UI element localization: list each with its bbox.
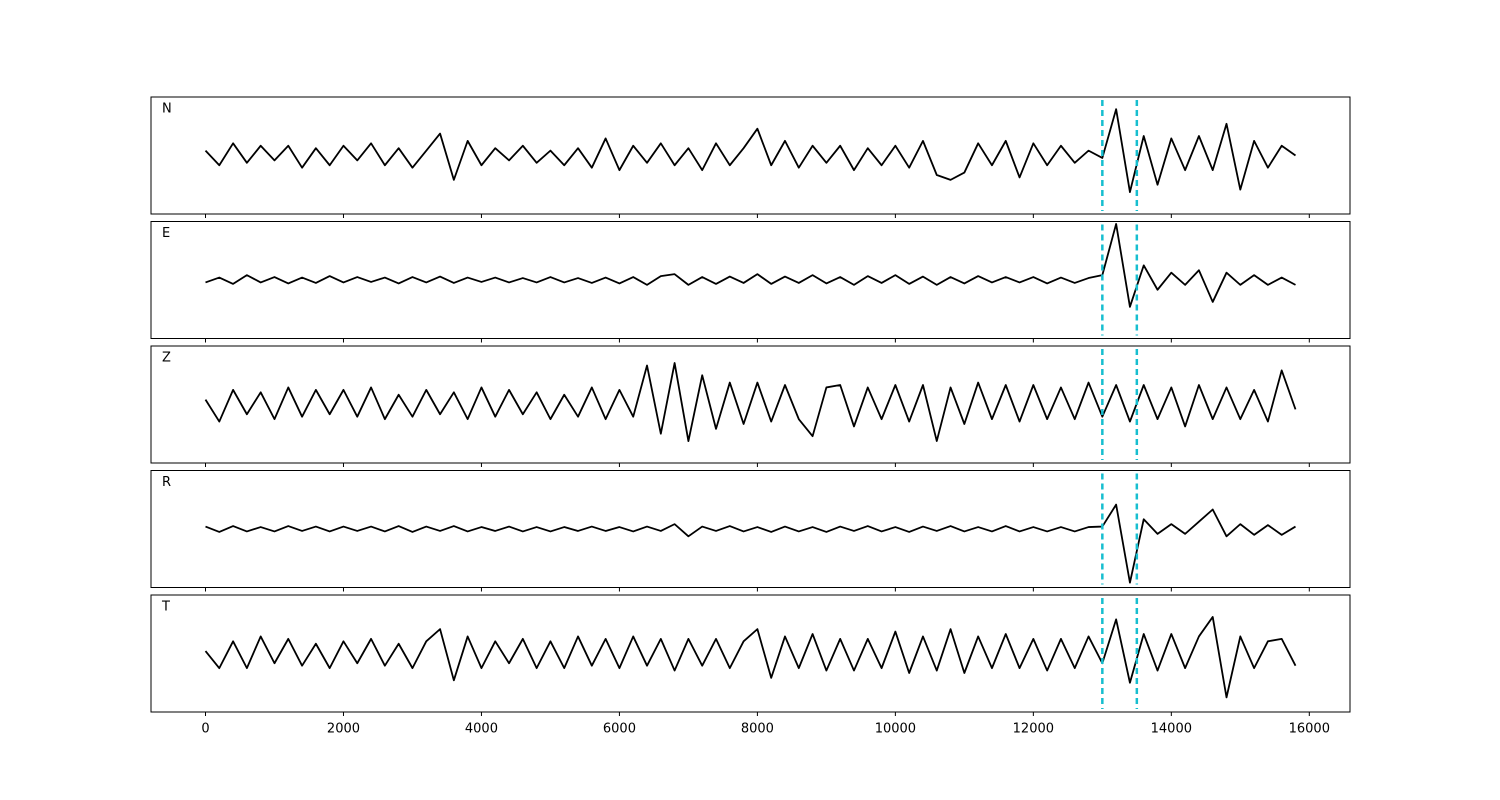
trace [204, 362, 1297, 442]
panel-label: N [162, 102, 172, 117]
trace [204, 108, 1297, 193]
panel-label: T [161, 600, 170, 615]
panel-label: R [162, 475, 171, 490]
panel-frame [150, 345, 1351, 464]
panel-frame [150, 470, 1351, 588]
panel-frame [150, 594, 1351, 713]
x-tick-label: 4000 [465, 722, 498, 737]
x-tick-label: 6000 [603, 722, 636, 737]
x-tick-label: 8000 [741, 722, 774, 737]
x-tick-label: 2000 [327, 722, 360, 737]
trace [204, 616, 1297, 699]
panel-frame [150, 221, 1351, 339]
panel-label: E [162, 226, 170, 241]
x-tick-label: 12000 [1013, 722, 1054, 737]
panel-label: Z [162, 351, 171, 366]
x-tick-label: 10000 [875, 722, 916, 737]
panel-frame [150, 96, 1351, 215]
trace [205, 503, 1296, 584]
trace [205, 223, 1296, 308]
x-tick-label: 14000 [1151, 722, 1192, 737]
x-tick-label: 0 [201, 722, 209, 737]
x-tick-label: 16000 [1289, 722, 1330, 737]
